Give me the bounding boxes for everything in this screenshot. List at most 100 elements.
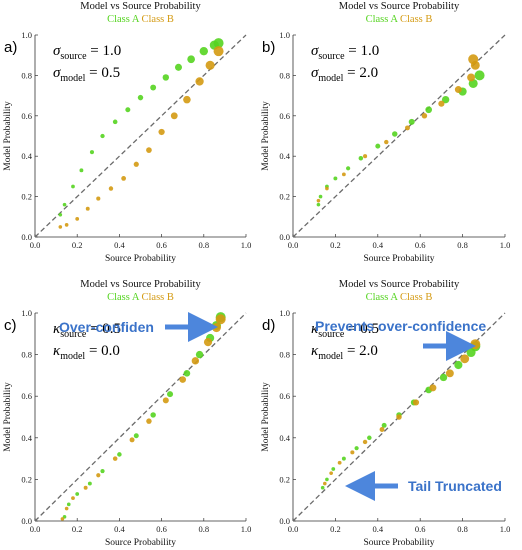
x-tick-label: 0.2 [330,240,341,250]
data-point [213,46,224,57]
data-point [125,107,131,113]
data-point [421,113,428,119]
legend-class-b: Class B [142,292,174,303]
data-point [211,323,221,333]
x-tick-label: 0.0 [288,240,299,250]
data-point [62,202,67,207]
data-point [358,155,364,161]
legend-class-b: Class B [400,292,432,303]
panel-3: Model vs Source Probability Class A Class… [3,279,251,548]
param-value: 0.5 [360,321,379,337]
legend: Class A Class B [107,292,174,303]
data-point [85,206,90,211]
x-tick-label: 0.0 [288,524,299,534]
data-point [183,95,191,104]
param-subscript: source [60,51,87,62]
data-point [392,131,398,137]
param-source: κsource = 0.5 [53,321,121,340]
x-tick-label: 0.8 [457,524,468,534]
panel-label: c) [4,317,17,334]
y-tick-label: 0.8 [21,70,32,80]
y-tick-label: 0.8 [279,350,290,360]
data-point [150,412,156,418]
data-point [215,314,226,325]
x-tick-label: 0.8 [198,240,209,250]
x-axis-label: Source Probability [364,538,435,548]
y-axis-label: Model Probability [3,101,13,171]
data-point [467,73,476,82]
data-point [468,54,479,65]
series-class-b [58,46,224,229]
diagonal-line [292,34,506,238]
data-point [363,154,368,159]
data-point [213,38,224,49]
data-point [318,194,323,199]
data-point [405,125,410,131]
data-point [379,427,385,432]
annotation-over-confident: Over-confiden [59,319,154,335]
legend-class-a: Class A [366,292,399,303]
y-tick-label: 0.2 [279,192,290,202]
x-axis-label: Source Probability [105,538,176,548]
y-tick-label: 0.6 [279,391,290,401]
data-point [71,184,75,189]
y-tick-label: 0.2 [279,474,290,484]
data-point [174,63,182,71]
series-class-a [58,38,224,217]
x-tick-label: 0.2 [72,524,83,534]
data-point [205,60,215,70]
x-tick-label: 0.4 [114,524,125,534]
data-point [79,168,84,173]
x-tick-label: 0.0 [30,524,41,534]
param-symbol: σ [311,65,319,81]
param-source: σsource = 1.0 [311,43,379,62]
param-model: σmodel = 2.0 [311,65,378,84]
data-point [75,216,80,221]
legend-class-a: Class A [107,14,140,25]
y-axis-label: Model Probability [261,382,271,452]
chart-title: Model vs Source Probability [339,279,460,290]
data-point [375,143,381,149]
param-value: 0.5 [102,321,121,337]
panel-1: Model vs Source Probability Class A Class… [3,1,251,264]
panel-2: Model vs Source Probability Class A Class… [261,1,510,264]
param-symbol: σ [53,65,61,81]
data-point [179,376,187,383]
data-point [64,223,69,227]
y-tick-label: 1.0 [279,308,290,318]
y-tick-label: 1.0 [21,308,32,318]
x-axis-label: Source Probability [364,254,435,264]
data-point [66,502,71,507]
param-eq: = [345,43,361,59]
param-symbol: κ [311,321,319,337]
data-point [429,384,437,392]
data-point [325,186,329,191]
param-model: κmodel = 0.0 [53,343,120,362]
legend: Class A Class B [366,292,433,303]
data-point [316,198,321,203]
param-subscript: model [60,73,85,84]
data-point [162,397,169,404]
param-eq: = [86,321,102,337]
data-point [100,468,105,474]
y-tick-label: 0.0 [21,516,32,526]
panel-label: a) [4,39,17,56]
data-point [346,166,351,171]
param-symbol: σ [311,43,319,59]
data-point [133,161,139,167]
x-tick-label: 1.0 [241,524,252,534]
data-point [146,147,152,153]
x-tick-label: 0.0 [30,240,41,250]
data-point [412,399,420,406]
chart-title: Model vs Source Probability [80,279,201,290]
data-point [367,435,372,441]
data-point [396,414,402,420]
param-model: σmodel = 0.5 [53,65,120,84]
data-point [83,485,88,490]
data-point [137,94,144,101]
series-class-a [316,70,485,207]
annotation-tail: Tail Truncated [408,478,502,494]
chart-title: Model vs Source Probability [339,1,460,12]
data-point [108,186,114,191]
param-value: 1.0 [360,43,379,59]
